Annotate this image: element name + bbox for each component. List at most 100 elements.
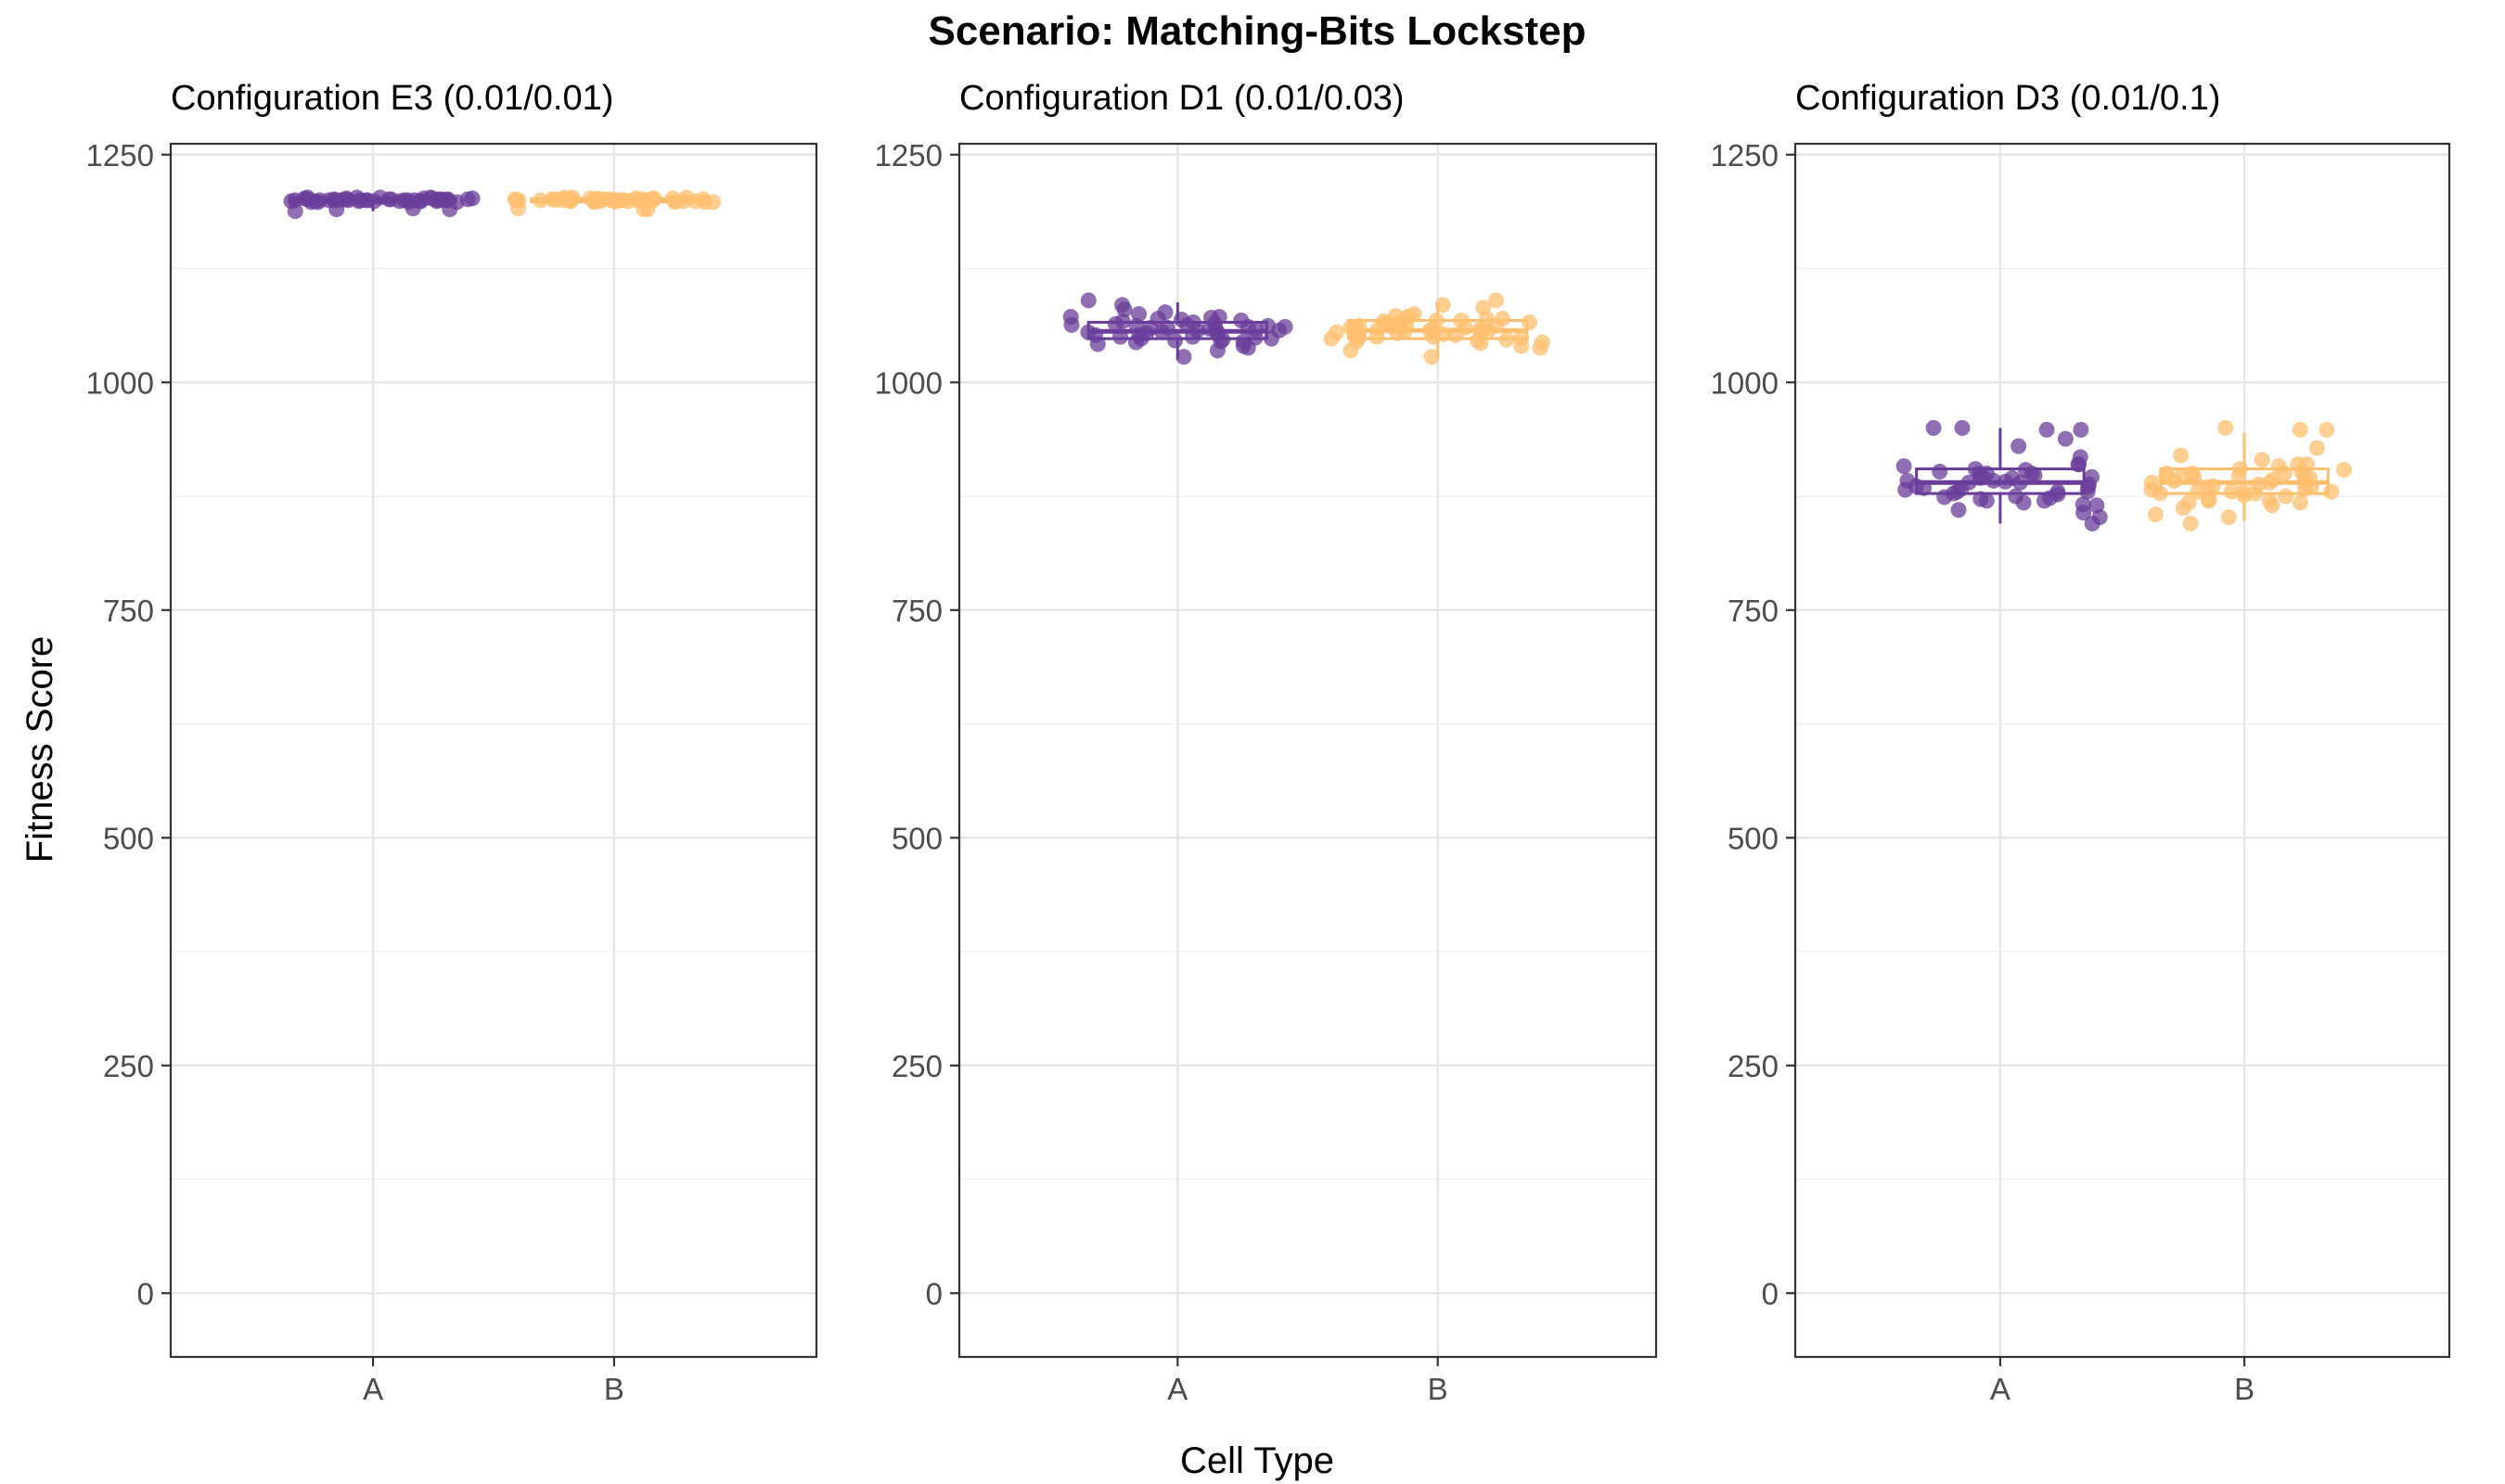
point-B-49 <box>2217 419 2234 436</box>
point-B-47 <box>544 191 560 208</box>
point-A-25 <box>1116 301 1133 318</box>
point-B-50 <box>678 189 695 206</box>
point-A-50 <box>2075 496 2091 513</box>
y-tick-label: 1250 <box>875 138 943 173</box>
series-A <box>283 189 481 220</box>
point-B-43 <box>1487 317 1504 334</box>
point-A-48 <box>1916 480 1933 496</box>
point-A-46 <box>434 192 451 209</box>
point-B-47 <box>1421 322 1438 339</box>
x-tick-label: A <box>1990 1372 2010 1406</box>
point-B-35 <box>2200 479 2216 495</box>
point-A-35 <box>1185 328 1201 345</box>
point-B-45 <box>2182 515 2199 531</box>
point-B-4 <box>2308 440 2325 456</box>
y-tick-label: 500 <box>1728 821 1779 855</box>
panel-label: Configuration D1 (0.01/0.03) <box>959 79 1405 118</box>
y-tick-label: 1000 <box>875 365 943 400</box>
point-A-42 <box>2057 430 2074 447</box>
point-A-35 <box>340 192 357 209</box>
point-B-15 <box>1488 292 1505 309</box>
point-A-40 <box>2023 465 2040 481</box>
series-B <box>1323 292 1550 365</box>
point-A-42 <box>1143 319 1160 336</box>
point-B-12 <box>533 192 549 209</box>
point-B-45 <box>1349 329 1366 346</box>
point-B-44 <box>664 190 681 207</box>
point-A-49 <box>382 191 399 208</box>
point-B-46 <box>2175 467 2191 483</box>
y-tick-label: 0 <box>137 1276 154 1311</box>
point-A-50 <box>1240 318 1256 335</box>
y-tick-label: 0 <box>1762 1276 1779 1311</box>
point-A-22 <box>2073 421 2089 438</box>
point-B-43 <box>2296 468 2313 485</box>
x-tick-label: A <box>1167 1372 1188 1406</box>
point-B-7 <box>2278 488 2294 505</box>
panel-label: Configuration E3 (0.01/0.01) <box>171 79 613 118</box>
point-B-33 <box>2265 471 2281 488</box>
point-A-5 <box>2010 438 2027 454</box>
y-tick-label: 250 <box>103 1049 154 1083</box>
point-B-50 <box>1457 319 1473 336</box>
point-B-40 <box>585 192 602 209</box>
point-A-20 <box>1967 461 1984 478</box>
point-B-34 <box>1498 331 1515 348</box>
point-A-45 <box>1087 326 1104 343</box>
point-A-6 <box>1954 419 1971 436</box>
point-A-17 <box>2088 497 2105 514</box>
x-tick-label: B <box>2234 1372 2254 1406</box>
point-A-31 <box>1203 310 1220 326</box>
chart-title: Scenario: Matching-Bits Lockstep <box>928 8 1586 54</box>
point-A-41 <box>1949 483 1966 500</box>
point-B-36 <box>2158 465 2175 481</box>
x-tick-label: B <box>1428 1372 1448 1406</box>
point-A-26 <box>1175 349 1192 365</box>
panel-3: Configuration D3 (0.01/0.1) 0 250 500 750 100… <box>1711 79 2451 1406</box>
point-A-40 <box>310 194 327 211</box>
point-A-37 <box>1207 321 1224 338</box>
panel-background <box>1795 144 2449 1357</box>
y-tick-label: 750 <box>103 594 154 628</box>
point-A-47 <box>405 200 421 217</box>
point-B-43 <box>562 192 579 209</box>
point-B-37 <box>508 192 525 209</box>
point-A-9 <box>2015 494 2032 511</box>
point-B-48 <box>620 193 636 210</box>
panel-border <box>957 142 1658 1359</box>
point-B-46 <box>604 192 621 209</box>
panel-1: Configuration E3 (0.01/0.01) 0 250 500 750 10… <box>86 79 818 1406</box>
y-tick-label: 500 <box>892 821 943 855</box>
point-B-41 <box>2143 474 2160 491</box>
y-tick-label: 0 <box>926 1276 943 1311</box>
point-A-37 <box>459 191 476 208</box>
point-B-19 <box>2148 506 2165 523</box>
point-B-32 <box>2223 483 2240 500</box>
y-tick-label: 1000 <box>86 365 154 400</box>
point-A-38 <box>2041 490 2058 506</box>
point-B-38 <box>2247 485 2264 502</box>
point-A-46 <box>2071 456 2088 473</box>
point-B-39 <box>2292 494 2308 511</box>
series-A <box>1895 419 2108 531</box>
point-A-38 <box>1157 304 1174 321</box>
point-A-47 <box>1932 464 1948 480</box>
point-B-24 <box>1513 329 1530 346</box>
point-B-37 <box>2254 452 2270 468</box>
point-A-47 <box>1271 322 1288 339</box>
point-A-43 <box>2038 421 2055 438</box>
point-B-49 <box>640 192 657 209</box>
panel-border <box>169 142 818 1359</box>
y-tick-label: 750 <box>1728 594 1779 628</box>
point-B-5 <box>2292 421 2308 438</box>
point-B-23 <box>2173 447 2190 464</box>
point-A-45 <box>1997 473 2013 490</box>
point-B-41 <box>1381 314 1397 331</box>
point-B-50 <box>2230 467 2247 484</box>
point-A-44 <box>2084 468 2100 485</box>
point-B-31 <box>2299 456 2316 473</box>
y-tick-label: 1000 <box>1711 365 1779 400</box>
point-B-38 <box>1435 326 1452 342</box>
point-B-47 <box>2270 458 2287 475</box>
